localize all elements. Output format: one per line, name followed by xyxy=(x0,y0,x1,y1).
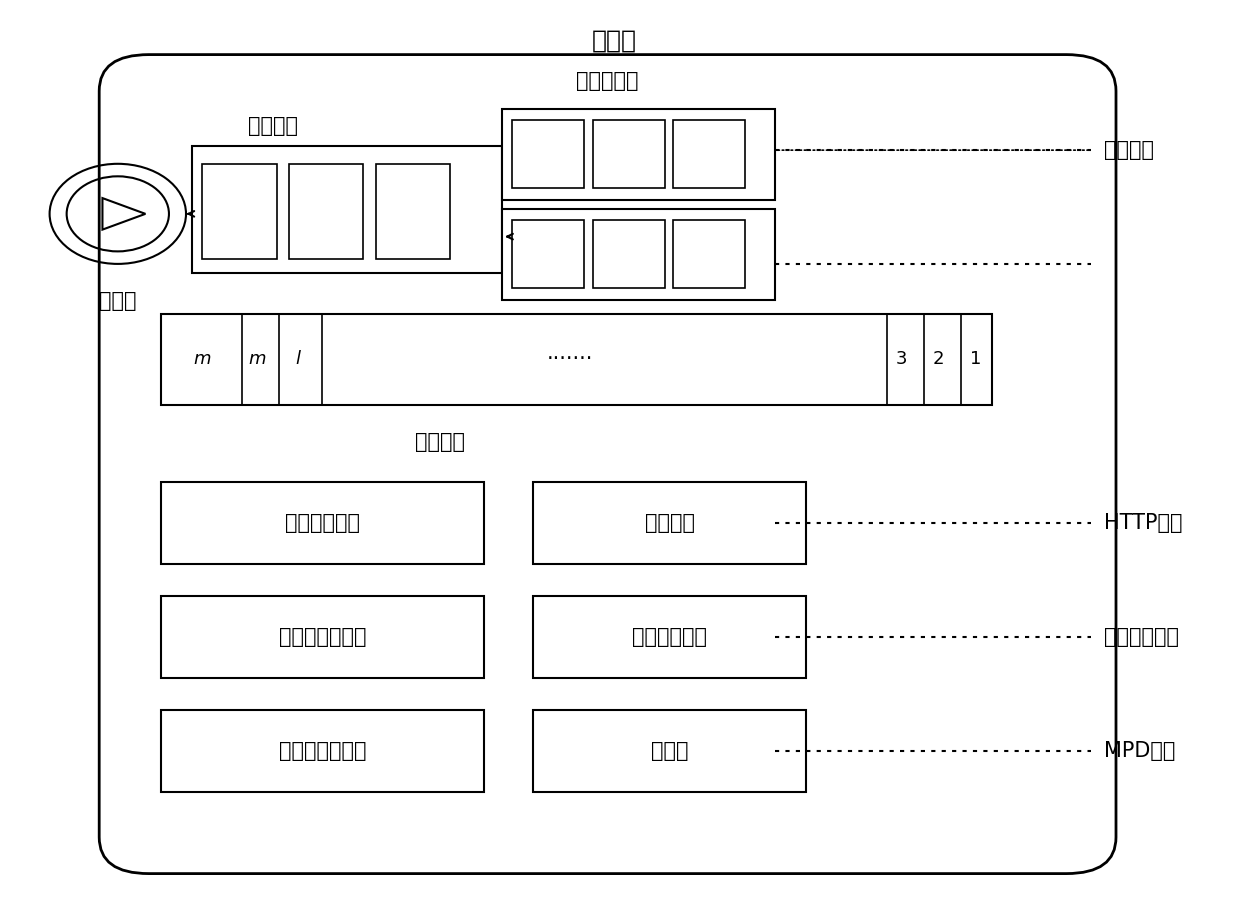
FancyBboxPatch shape xyxy=(502,109,775,200)
Text: m: m xyxy=(248,350,265,369)
Text: m: m xyxy=(193,350,211,369)
FancyBboxPatch shape xyxy=(502,209,775,300)
Text: 播放缓冲: 播放缓冲 xyxy=(248,116,298,136)
Text: HTTP请求: HTTP请求 xyxy=(1104,513,1182,533)
Text: 请求队列: 请求队列 xyxy=(415,432,465,452)
FancyBboxPatch shape xyxy=(376,164,450,259)
Text: 1: 1 xyxy=(970,350,982,369)
FancyBboxPatch shape xyxy=(673,120,745,188)
FancyBboxPatch shape xyxy=(512,220,584,288)
Text: 数据缓冲区: 数据缓冲区 xyxy=(577,71,639,91)
Text: 码率自适应模块: 码率自适应模块 xyxy=(279,627,366,647)
FancyBboxPatch shape xyxy=(161,710,484,792)
FancyBboxPatch shape xyxy=(192,146,502,273)
FancyBboxPatch shape xyxy=(512,120,584,188)
FancyBboxPatch shape xyxy=(99,55,1116,874)
FancyBboxPatch shape xyxy=(673,220,745,288)
Text: MPD文件: MPD文件 xyxy=(1104,741,1176,761)
Text: 播放器: 播放器 xyxy=(99,291,136,311)
Text: 服务器选择模块: 服务器选择模块 xyxy=(279,741,366,761)
Text: 3: 3 xyxy=(895,350,908,369)
FancyBboxPatch shape xyxy=(533,596,806,678)
Text: 客户端: 客户端 xyxy=(591,29,636,53)
FancyBboxPatch shape xyxy=(202,164,277,259)
Text: l: l xyxy=(295,350,300,369)
FancyBboxPatch shape xyxy=(593,220,665,288)
Text: 网络监控模块: 网络监控模块 xyxy=(632,627,707,647)
FancyBboxPatch shape xyxy=(161,482,484,564)
FancyBboxPatch shape xyxy=(533,482,806,564)
Text: 调度模块: 调度模块 xyxy=(645,513,694,533)
Text: 2: 2 xyxy=(932,350,945,369)
FancyBboxPatch shape xyxy=(161,314,992,405)
Text: 缓冲监控模块: 缓冲监控模块 xyxy=(285,513,360,533)
FancyBboxPatch shape xyxy=(161,596,484,678)
FancyBboxPatch shape xyxy=(593,120,665,188)
Text: ·······: ······· xyxy=(547,349,594,369)
Text: 解析器: 解析器 xyxy=(651,741,688,761)
Text: 探测数据分组: 探测数据分组 xyxy=(1104,627,1178,647)
FancyBboxPatch shape xyxy=(289,164,363,259)
FancyBboxPatch shape xyxy=(533,710,806,792)
Text: 媒体分段: 媒体分段 xyxy=(1104,140,1153,160)
